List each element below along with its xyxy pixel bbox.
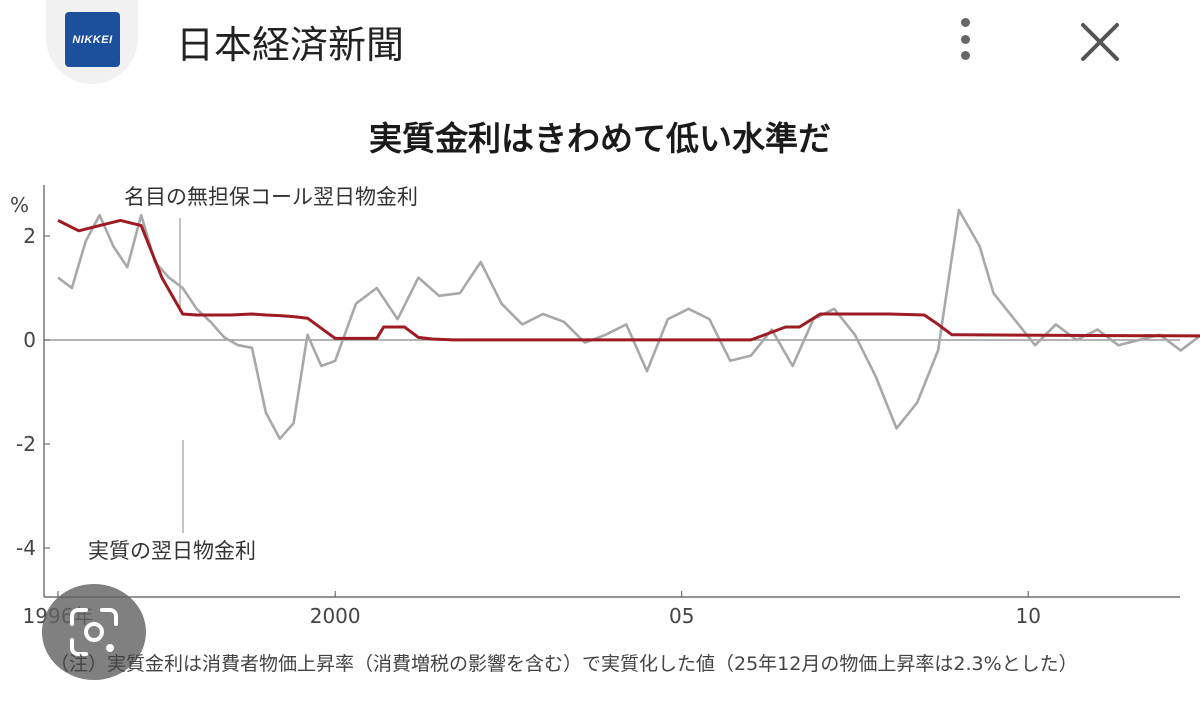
y-unit-label: % (10, 193, 29, 217)
more-options-button[interactable] (945, 14, 985, 64)
chart-footnote: （注）実質金利は消費者物価上昇率（消費増税の影響を含む）で実質化した値（25年1… (50, 653, 1078, 675)
y-tick-label: -4 (16, 536, 36, 560)
lens-icon (70, 608, 118, 656)
nikkei-logo[interactable]: NIKKEI (65, 12, 120, 67)
y-tick-label: -2 (16, 432, 36, 456)
series-line-nominal (57, 218, 1200, 342)
series-line-real (57, 208, 1200, 441)
annotation-nominal: 名目の無担保コール翌日物金利 (124, 185, 418, 209)
y-tick-label: 0 (23, 328, 36, 352)
site-title: 日本経済新聞 (176, 23, 405, 67)
label-layer: %20-2-41996年20000510152025名目の無担保コール翌日物金利… (10, 185, 1041, 628)
close-button[interactable] (1078, 20, 1122, 64)
annotation-real: 実質の翌日物金利 (88, 539, 256, 563)
y-tick-label: 2 (23, 224, 36, 248)
app-header: NIKKEI 日本経済新聞 (0, 0, 1200, 96)
x-tick-label: 2000 (310, 604, 361, 628)
more-dot-icon (960, 34, 970, 44)
chart-title: 実質金利はきわめて低い水準だ (369, 119, 831, 158)
logo-text: NIKKEI (72, 33, 113, 46)
more-dot-icon (960, 18, 970, 27)
more-dot-icon (960, 51, 970, 60)
google-lens-button[interactable] (42, 584, 146, 680)
axes-layer (43, 185, 1180, 598)
series-layer (57, 208, 1200, 441)
x-tick-label: 10 (1015, 604, 1040, 628)
x-tick-label: 05 (669, 604, 694, 628)
close-icon (1081, 23, 1119, 61)
